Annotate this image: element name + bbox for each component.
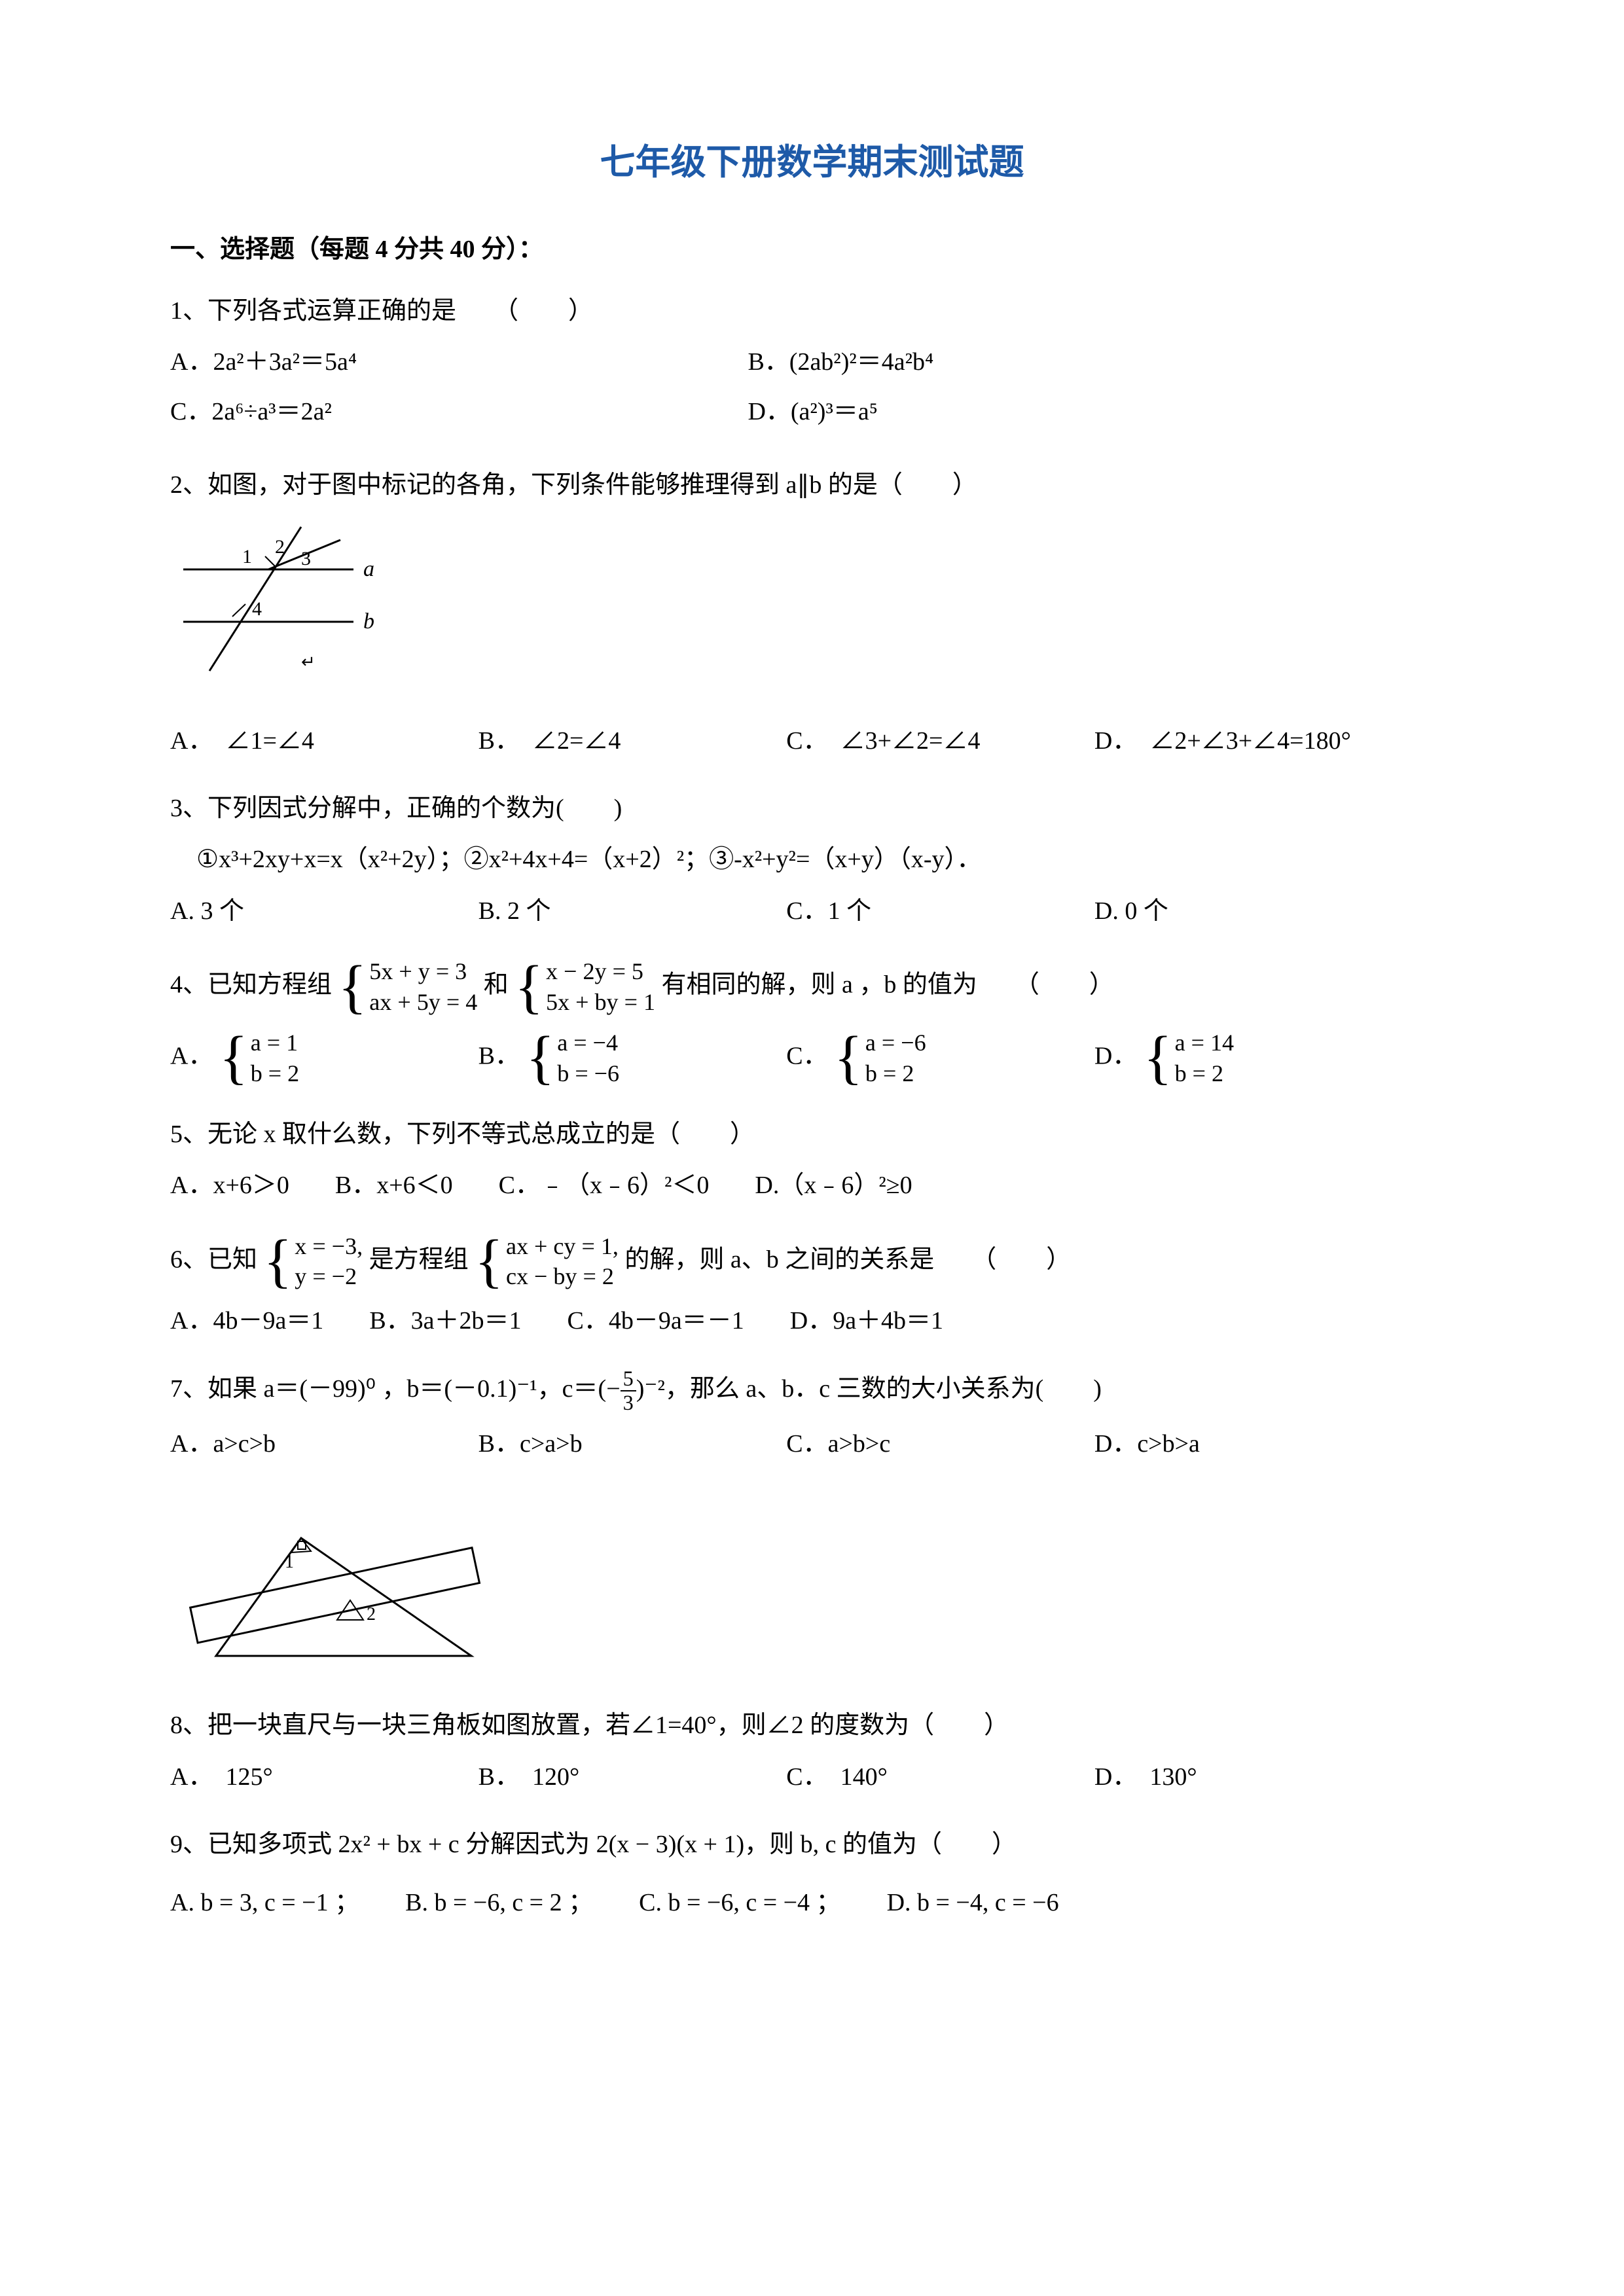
question-3: 3、下列因式分解中，正确的个数为( ) ①x³+2xy+x=x（x²+2y）；②…: [170, 786, 1454, 933]
q5-opt-a: A．x+6＞0: [170, 1163, 289, 1208]
q4-sys1a: 5x + y = 3: [369, 958, 467, 984]
q2-opt-c: C． ∠3+∠2=∠4: [786, 719, 1094, 763]
q8-opt-c: C． 140°: [786, 1755, 1094, 1799]
q3-stem: 3、下列因式分解中，正确的个数为( ): [170, 786, 1454, 831]
q4-opt-c: C． { a = −6 b = 2: [786, 1028, 1094, 1089]
q4-Ab: b = 2: [251, 1060, 299, 1086]
q4-opt-d: D． { a = 14 b = 2: [1094, 1028, 1403, 1089]
q1-opt-c: C．2a⁶÷a³＝2a²: [170, 389, 748, 434]
q3-detail: ①x³+2xy+x=x（x²+2y）；②x²+4x+4=（x+2）²；③-x²+…: [196, 837, 1454, 882]
q7-post: )⁻²，那么 a、b．c 三数的大小关系为( ): [636, 1375, 1102, 1403]
q6-sys2a: ax + cy = 1,: [506, 1233, 619, 1259]
svg-text:↵: ↵: [301, 653, 316, 672]
q4-Bb: b = −6: [557, 1060, 619, 1086]
svg-text:a: a: [363, 557, 374, 581]
q4-mid: 和: [484, 971, 509, 999]
q4-Db: b = 2: [1175, 1060, 1223, 1086]
q4-sys2a: x − 2y = 5: [546, 958, 643, 984]
q2-opt-a: A． ∠1=∠4: [170, 719, 478, 763]
q6-mid: 是方程组: [369, 1246, 469, 1273]
q8-figure: 1 2: [170, 1505, 1454, 1690]
svg-text:2: 2: [275, 536, 285, 558]
q4-Ca: a = −6: [865, 1030, 926, 1056]
question-7: 7、如果 a＝(－99)⁰ ，b＝(－0.1)⁻¹，c＝(−53)⁻²，那么 a…: [170, 1367, 1454, 1466]
q8-opt-b: B． 120°: [478, 1755, 787, 1799]
question-9: 9、已知多项式 2x² + bx + c 分解因式为 2(x − 3)(x + …: [170, 1822, 1454, 1925]
q1-stem: 1、下列各式运算正确的是 （ ）: [170, 289, 1454, 333]
section-header: 一、选择题（每题 4 分共 40 分）：: [170, 227, 1454, 272]
question-5: 5、无论 x 取什么数，下列不等式总成立的是（ ） A．x+6＞0 B．x+6＜…: [170, 1112, 1454, 1208]
q7-frac-den: 3: [621, 1391, 636, 1415]
q3-opt-b: B. 2 个: [478, 889, 787, 933]
q3-opt-c: C．1 个: [786, 889, 1094, 933]
q5-opt-d: D.（x﹣6）²≥0: [755, 1163, 912, 1208]
q6-pre: 6、已知: [170, 1246, 257, 1273]
q7-opt-d: D．c>b>a: [1094, 1422, 1403, 1466]
q7-frac-num: 5: [621, 1367, 636, 1392]
q8-opt-a: A． 125°: [170, 1755, 478, 1799]
q4-Ba: a = −4: [557, 1030, 618, 1056]
q4-Da: a = 14: [1175, 1030, 1234, 1056]
q2-figure: 1 2 3 4 a b ↵: [170, 520, 1454, 705]
q9-opt-b: B. b = −6, c = 2 ；: [405, 1880, 593, 1925]
svg-text:1: 1: [242, 546, 252, 567]
q9-stem: 9、已知多项式 2x² + bx + c 分解因式为 2(x − 3)(x + …: [170, 1822, 1454, 1867]
q6-sys1b: y = −2: [295, 1263, 357, 1289]
q5-opt-c: C．﹣（x﹣6）²＜0: [499, 1163, 710, 1208]
q4-post: 有相同的解，则 a ，b 的值为 （ ）: [662, 971, 1114, 999]
q5-stem: 5、无论 x 取什么数，下列不等式总成立的是（ ）: [170, 1112, 1454, 1157]
question-8: 8、把一块直尺与一块三角板如图放置，若∠1=40°，则∠2 的度数为（ ） A．…: [170, 1703, 1454, 1799]
q6-stem: 6、已知 { x = −3, y = −2 是方程组 { ax + cy = 1…: [170, 1231, 1454, 1293]
q4-Cb: b = 2: [865, 1060, 914, 1086]
q9-opt-d: D. b = −4, c = −6: [887, 1880, 1059, 1925]
q8-stem: 8、把一块直尺与一块三角板如图放置，若∠1=40°，则∠2 的度数为（ ）: [170, 1703, 1454, 1748]
svg-text:3: 3: [301, 548, 311, 569]
q3-opt-d: D. 0 个: [1094, 889, 1403, 933]
page-title: 七年级下册数学期末测试题: [170, 131, 1454, 194]
q1-opt-b: B．(2ab²)²＝4a²b⁴: [748, 340, 1325, 384]
question-1: 1、下列各式运算正确的是 （ ） A．2a²＋3a²＝5a⁴ B．(2ab²)²…: [170, 289, 1454, 440]
q9-opt-a: A. b = 3, c = −1 ；: [170, 1880, 359, 1925]
q4-Aa: a = 1: [251, 1030, 298, 1056]
svg-text:4: 4: [252, 598, 262, 620]
q4-opt-b: B． { a = −4 b = −6: [478, 1028, 787, 1089]
q4-pre: 4、已知方程组: [170, 971, 332, 999]
q2-opt-d: D． ∠2+∠3+∠4=180°: [1094, 719, 1403, 763]
q6-opt-d: D．9a＋4b＝1: [790, 1299, 943, 1343]
svg-text:b: b: [363, 609, 374, 634]
q4-sys1b: ax + 5y = 4: [369, 989, 477, 1015]
q9-opt-c: C. b = −6, c = −4 ；: [639, 1880, 840, 1925]
q7-stem: 7、如果 a＝(－99)⁰ ，b＝(－0.1)⁻¹，c＝(−53)⁻²，那么 a…: [170, 1367, 1454, 1415]
q2-opt-b: B． ∠2=∠4: [478, 719, 787, 763]
q6-sys2b: cx − by = 2: [506, 1263, 614, 1289]
q4-sys2b: 5x + by = 1: [546, 989, 655, 1015]
q6-opt-a: A．4b－9a＝1: [170, 1299, 323, 1343]
q7-opt-b: B．c>a>b: [478, 1422, 787, 1466]
question-6: 6、已知 { x = −3, y = −2 是方程组 { ax + cy = 1…: [170, 1231, 1454, 1344]
q6-post: 的解，则 a、b 之间的关系是 （ ）: [624, 1246, 1071, 1273]
svg-text:1: 1: [285, 1552, 294, 1572]
question-2: 2、如图，对于图中标记的各角，下列条件能够推理得到 a∥b 的是（ ） 1 2 …: [170, 463, 1454, 763]
q4-stem: 4、已知方程组 { 5x + y = 3 ax + 5y = 4 和 { x −…: [170, 956, 1454, 1018]
q6-opt-c: C．4b－9a＝－1: [568, 1299, 744, 1343]
q6-opt-b: B．3a＋2b＝1: [369, 1299, 521, 1343]
q2-stem: 2、如图，对于图中标记的各角，下列条件能够推理得到 a∥b 的是（ ）: [170, 463, 1454, 507]
q4-opt-a: A． { a = 1 b = 2: [170, 1028, 478, 1089]
q8-opt-d: D． 130°: [1094, 1755, 1403, 1799]
q5-opt-b: B．x+6＜0: [335, 1163, 453, 1208]
question-4: 4、已知方程组 { 5x + y = 3 ax + 5y = 4 和 { x −…: [170, 956, 1454, 1089]
q6-sys1a: x = −3,: [295, 1233, 363, 1259]
q3-opt-a: A. 3 个: [170, 889, 478, 933]
q7-opt-a: A．a>c>b: [170, 1422, 478, 1466]
q1-opt-a: A．2a²＋3a²＝5a⁴: [170, 340, 748, 384]
svg-text:2: 2: [367, 1604, 376, 1624]
q7-pre: 7、如果 a＝(－99)⁰ ，b＝(－0.1)⁻¹，c＝(−: [170, 1375, 621, 1403]
q7-opt-c: C．a>b>c: [786, 1422, 1094, 1466]
q1-opt-d: D．(a²)³＝a⁵: [748, 389, 1325, 434]
